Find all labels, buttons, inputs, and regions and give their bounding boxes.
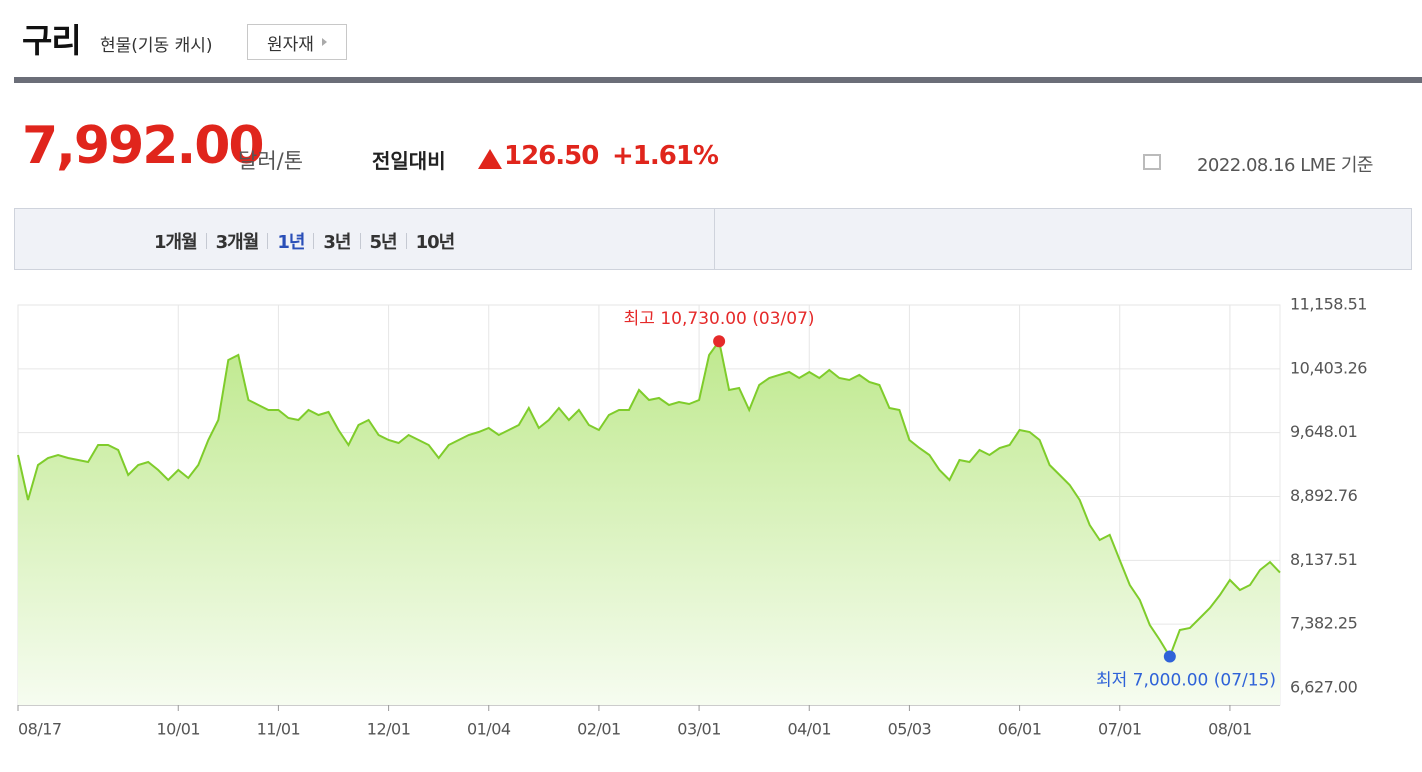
arrow-icon: [321, 38, 327, 46]
change-label: 전일대비: [372, 149, 446, 173]
x-tick-label: 01/04: [467, 720, 511, 739]
x-tick-label: 03/01: [677, 720, 721, 739]
price-unit: 달러/톤: [238, 149, 304, 173]
low-marker: [1163, 650, 1176, 663]
x-tick-label: 12/01: [367, 720, 411, 739]
x-tick-label: 02/01: [577, 720, 621, 739]
low-label: 최저 7,000.00 (07/15): [1096, 670, 1276, 690]
x-tick-label: 10/01: [156, 720, 200, 739]
up-triangle: [478, 149, 502, 169]
tab[interactable]: 10년: [415, 232, 456, 253]
y-tick-label: 8,892.76: [1290, 486, 1358, 505]
subtitle: 현물(기동 캐시): [100, 36, 213, 56]
area-line: [17, 338, 1281, 659]
x-tick-label: 11/01: [257, 720, 301, 739]
tab[interactable]: 5년: [369, 232, 398, 253]
chart: 6,627.00 7,382.25 8,137.51 8,892.76 9,648.01…: [17, 295, 1368, 739]
y-tick-label: 8,137.51: [1290, 550, 1357, 569]
tab-divider: [714, 208, 715, 270]
tab-separator: [405, 233, 407, 249]
high-label: 최고 10,730.00 (03/07): [624, 309, 815, 329]
tab[interactable]: 1년: [277, 232, 305, 253]
date: 2022.08.16 LME 기준: [1196, 155, 1374, 176]
price: 7,992.00: [22, 116, 265, 176]
x-tick-label: 08/01: [1208, 720, 1252, 739]
x-tick-label: 08/17: [18, 720, 62, 739]
x-tick-label: 05/03: [888, 720, 932, 739]
x-tick-label: 04/01: [787, 720, 831, 739]
tab-separator: [359, 233, 361, 249]
y-tick-label: 11,158.51: [1290, 295, 1367, 314]
button-label: 원자재: [267, 34, 314, 55]
tab[interactable]: 1개월: [154, 232, 198, 253]
high-marker: [713, 335, 726, 348]
y-tick-label: 10,403.26: [1290, 358, 1367, 377]
y-tick-label: 6,627.00: [1290, 678, 1358, 697]
y-tick-label: 7,382.25: [1290, 614, 1357, 633]
tab-separator: [267, 233, 269, 249]
category-button[interactable]: 원자재: [247, 24, 347, 60]
divider: [14, 77, 1422, 83]
tab-separator: [313, 233, 315, 249]
y-tick-label: 9,648.01: [1290, 422, 1357, 441]
change: 126.50: [504, 141, 599, 171]
tab-bar: [14, 208, 1412, 270]
title: 구리: [22, 21, 82, 60]
area-fill: [18, 341, 1280, 705]
tab[interactable]: 3년: [323, 232, 351, 253]
change-percent: +1.61%: [612, 141, 719, 171]
x-tick-label: 06/01: [998, 720, 1042, 739]
tabs: 1개월 3개월 1년 3년 5년 10년: [145, 228, 463, 254]
tab-separator: [205, 233, 207, 249]
calendar-icon: [1143, 154, 1161, 170]
tab[interactable]: 3개월: [215, 232, 260, 253]
x-tick-label: 07/01: [1098, 720, 1142, 739]
